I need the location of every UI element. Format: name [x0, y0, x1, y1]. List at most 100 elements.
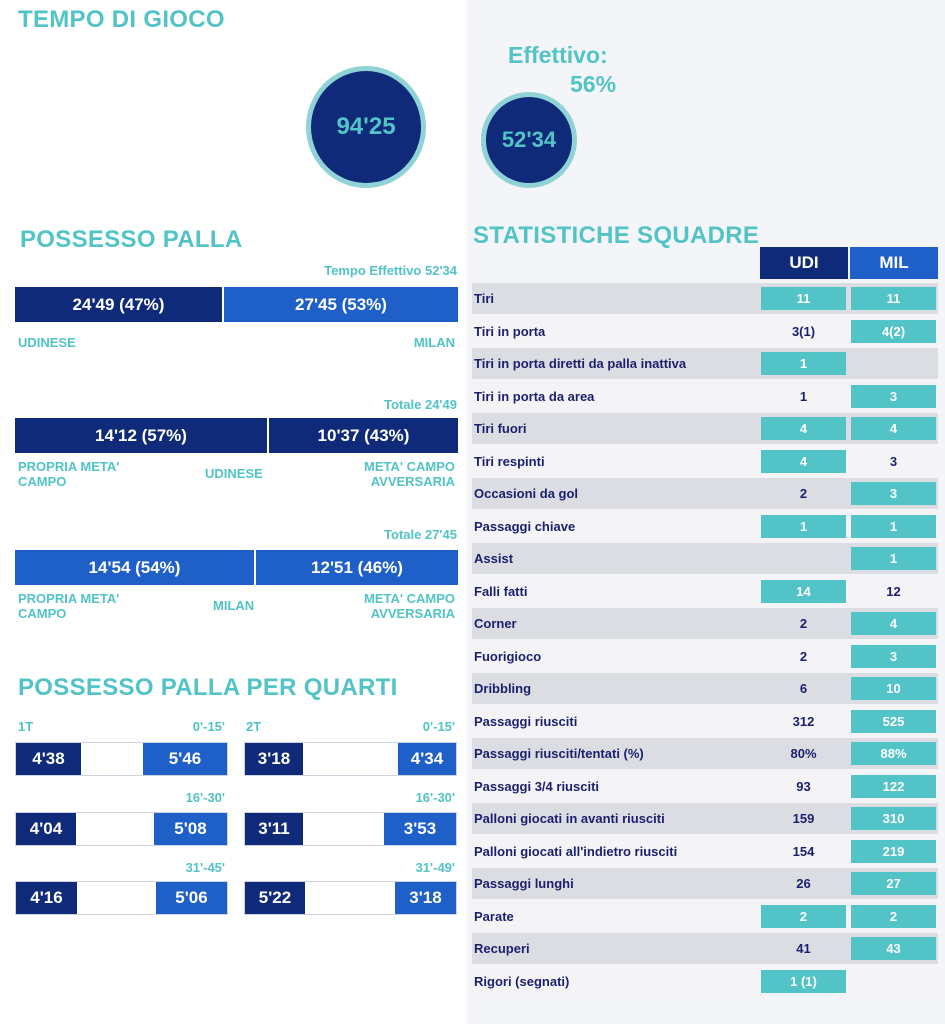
stat-mil-value: 2	[851, 904, 936, 928]
second-half-home-1: 3'18	[245, 743, 303, 775]
stat-label: Occasioni da gol	[474, 486, 579, 501]
second-half-range-2: 16'-30'	[415, 790, 455, 805]
stat-udi-value: 2	[799, 486, 808, 501]
stat-udi-value: 2	[799, 648, 808, 664]
effective-percent: 56%	[570, 71, 617, 97]
second-half-away-2: 3'53	[384, 813, 456, 845]
stat-udi-value: 41	[796, 941, 811, 956]
stat-udi-value: 154	[792, 843, 815, 859]
quarters-title: POSSESSO PALLA PER QUARTI	[18, 674, 398, 701]
milan-opp-half-value: 12'51 (46%)	[311, 557, 403, 577]
udinese-own-half-value: 14'12 (57%)	[95, 425, 187, 445]
stat-label: Tiri respinti	[474, 453, 545, 469]
stat-mil-value: 12	[886, 583, 901, 599]
possession-away-value: 27'45 (53%)	[295, 294, 387, 314]
stat-udi-value: 6	[799, 681, 808, 696]
stat-row: Tiri 11 11	[472, 283, 938, 314]
second-half-row-1: 3'18 4'34	[244, 742, 457, 776]
second-half-row-2: 3'11 3'53	[244, 812, 457, 846]
stat-label: Falli fatti	[474, 583, 528, 599]
stat-row: Occasioni da gol 2 3	[472, 478, 938, 509]
playtime-title: TEMPO DI GIOCO	[18, 6, 225, 33]
stat-label: Parate	[474, 908, 514, 924]
effective-time-circle: 52'34	[481, 92, 577, 188]
milan-own-half-segment: 14'54 (54%)	[15, 550, 254, 585]
stat-udi-value: 312	[792, 713, 815, 729]
first-half-away-2: 5'08	[154, 813, 227, 845]
first-half-range-3: 31'-45'	[185, 860, 225, 875]
stat-mil-value: 3	[889, 453, 898, 469]
stat-mil-value: 310	[851, 807, 936, 830]
stat-label: Tiri in porta	[474, 323, 546, 339]
udi-column-header: UDI	[760, 247, 848, 279]
total-time-value: 94'25	[336, 113, 396, 140]
stat-row: Falli fatti 14 12	[472, 575, 938, 607]
second-half-home-2: 3'11	[245, 813, 303, 845]
stat-label: Tiri	[474, 291, 494, 306]
second-half-away-3: 3'18	[395, 882, 456, 914]
stat-udi-value: 26	[796, 876, 811, 891]
stat-label: Assist	[474, 551, 514, 566]
udinese-opp-half-segment: 10'37 (43%)	[267, 418, 458, 453]
second-half-range-1: 0'-15'	[422, 719, 455, 734]
stat-row: Palloni giocati all'indietro riusciti 154…	[472, 835, 938, 867]
udinese-split-bar: 14'12 (57%) 10'37 (43%)	[15, 418, 458, 453]
stat-udi-value: 1 (1)	[761, 969, 846, 993]
stat-row: Tiri in porta diretti da palla inattiva 1	[472, 348, 938, 379]
stat-row: Tiri in porta da area 1 3	[472, 380, 938, 412]
stat-row: Passaggi riusciti 312 525	[472, 705, 938, 737]
stat-mil-value: 219	[851, 839, 936, 863]
second-half-label: 2T	[246, 719, 262, 734]
udinese-own-half-segment: 14'12 (57%)	[15, 418, 267, 453]
stat-row: Corner 2 4	[472, 608, 938, 639]
first-half-home-2: 4'04	[16, 813, 76, 845]
milan-own-half-value: 14'54 (54%)	[88, 557, 181, 577]
milan-team-label: MILAN	[213, 598, 255, 613]
first-half-range-1: 0'-15'	[192, 719, 225, 734]
away-team-label: MILAN	[413, 335, 455, 350]
stat-row: Rigori (segnati) 1 (1)	[472, 965, 938, 997]
stat-mil-value: 4	[851, 417, 936, 440]
team-stats-title: STATISTICHE SQUADRE	[473, 222, 760, 249]
stat-label: Fuorigioco	[474, 648, 542, 664]
total-time-circle: 94'25	[306, 66, 426, 188]
udinese-total-label: Totale 24'49	[384, 397, 457, 412]
effective-time-label: Tempo Effettivo 52'34	[324, 263, 457, 278]
stat-row: Passaggi lunghi 26 27	[472, 868, 938, 899]
stat-mil-value: 3	[851, 482, 936, 505]
stat-label: Tiri fuori	[474, 421, 527, 436]
stat-label: Tiri in porta da area	[474, 388, 595, 404]
effective-time-value: 52'34	[501, 127, 557, 152]
first-half-label: 1T	[18, 719, 34, 734]
stat-udi-value: 4	[761, 449, 846, 473]
stat-label: Corner	[474, 616, 517, 631]
first-half-range-2: 16'-30'	[185, 790, 225, 805]
possession-title: POSSESSO PALLA	[20, 226, 243, 253]
stat-label: Palloni giocati in avanti riusciti	[474, 811, 665, 826]
stat-udi-value: 93	[796, 778, 811, 794]
stat-udi-value: 80%	[790, 746, 817, 761]
first-half-home-1: 4'38	[16, 743, 81, 775]
stat-mil-value: 4(2)	[851, 319, 936, 343]
stat-udi-value: 14	[761, 579, 846, 603]
stat-row: Assist 1	[472, 543, 938, 574]
stat-udi-value: 3(1)	[791, 323, 816, 339]
stat-mil-value: 88%	[851, 742, 936, 765]
stat-label: Recuperi	[474, 941, 530, 956]
stat-udi-value: 1	[761, 352, 846, 375]
stat-label: Tiri in porta diretti da palla inattiva	[474, 356, 687, 371]
second-half-home-3: 5'22	[245, 882, 305, 914]
stat-row: Tiri in porta 3(1) 4(2)	[472, 315, 938, 347]
stat-mil-value: 4	[851, 612, 936, 635]
stat-label: Dribbling	[474, 681, 532, 696]
stat-udi-value: 1	[799, 388, 808, 404]
stat-label: Palloni giocati all'indietro riusciti	[474, 843, 678, 859]
stat-label: Rigori (segnati)	[474, 973, 570, 989]
stat-label: Passaggi riusciti/tentati (%)	[474, 746, 644, 761]
stat-mil-value: 3	[851, 644, 936, 668]
stat-mil-value: 3	[851, 384, 936, 408]
possession-home-value: 24'49 (47%)	[72, 294, 165, 314]
stat-row: Palloni giocati in avanti riusciti 159 310	[472, 803, 938, 834]
stat-label: Passaggi 3/4 riusciti	[474, 778, 600, 794]
stat-udi-value: 159	[792, 811, 815, 826]
